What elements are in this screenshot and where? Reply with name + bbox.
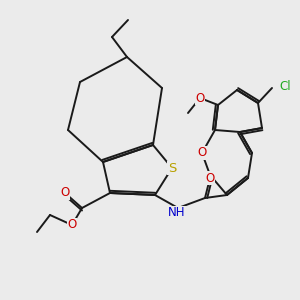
Text: O: O: [195, 92, 205, 104]
Text: O: O: [206, 172, 214, 184]
Text: NH: NH: [168, 206, 186, 220]
Text: O: O: [60, 187, 70, 200]
Text: O: O: [68, 218, 76, 232]
Text: S: S: [168, 161, 176, 175]
Text: Cl: Cl: [279, 80, 291, 92]
Text: O: O: [197, 146, 207, 160]
